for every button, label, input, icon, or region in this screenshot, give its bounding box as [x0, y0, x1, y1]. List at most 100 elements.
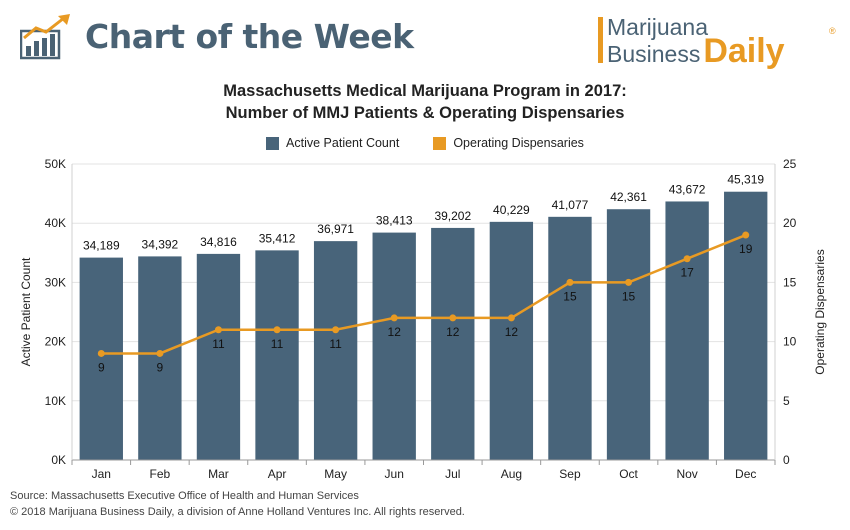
y-right-tick-label: 0 [783, 453, 790, 467]
legend-label-patients: Active Patient Count [286, 136, 400, 150]
axis-layer: 0K 10K 20K 30K 40K 50K 0 5 10 15 20 25 Jan Feb Mar Apr M… [45, 157, 797, 481]
line-point [156, 349, 164, 357]
brand-name-line2: BusinessDaily [607, 34, 785, 68]
x-tick-label: Sep [559, 467, 581, 481]
bar-value-label: 34,816 [200, 235, 237, 249]
brand-accent-bar [598, 17, 603, 63]
copyright-note: © 2018 Marijuana Business Daily, a divis… [10, 506, 465, 518]
x-tick-label: Jul [445, 467, 460, 481]
x-tick-label: Feb [150, 467, 171, 481]
x-tick-label: Oct [619, 467, 638, 481]
bar [431, 227, 475, 460]
line-value-label: 17 [680, 266, 694, 280]
brand-logo: Marijuana BusinessDaily ® [598, 14, 838, 68]
line-point [507, 314, 515, 322]
bar [79, 257, 123, 460]
legend-swatch-bar [266, 136, 280, 150]
chart-subtitle: Number of MMJ Patients & Operating Dispe… [225, 104, 625, 122]
bar [255, 250, 299, 460]
bar-value-label: 34,189 [83, 239, 120, 253]
y-right-tick-label: 5 [783, 394, 790, 408]
dispensaries-line [101, 233, 747, 355]
legend-label-dispensaries: Operating Dispensaries [453, 136, 584, 150]
chart-legend: Active Patient Count Operating Dispensar… [0, 136, 850, 150]
y-right-tick-label: 20 [783, 216, 797, 230]
bar [606, 209, 651, 460]
line-value-label: 9 [157, 360, 164, 374]
registered-mark: ® [829, 26, 836, 36]
header: Chart of the Week Marijuana BusinessDail… [0, 0, 850, 75]
x-tick-label: Apr [268, 467, 287, 481]
bar [665, 201, 709, 460]
line-value-label: 12 [388, 325, 402, 339]
bar [489, 221, 534, 460]
legend-swatch-line [433, 136, 447, 150]
legend-item-dispensaries: Operating Dispensaries [433, 136, 584, 150]
line-point [332, 326, 340, 334]
page-title: Chart of the Week [85, 17, 414, 56]
y-left-tick-label: 30K [45, 275, 66, 289]
chart-title: Massachusetts Medical Marijuana Program … [223, 82, 627, 100]
x-tick-label: May [324, 467, 347, 481]
bar-value-label: 41,077 [552, 198, 589, 212]
line-value-label: 19 [739, 242, 753, 256]
x-tick-label: Aug [501, 467, 522, 481]
y-left-tick-label: 50K [45, 157, 66, 171]
line-point [97, 349, 105, 357]
y-left-tick-label: 40K [45, 216, 66, 230]
bar [372, 232, 416, 460]
line-point [683, 255, 691, 263]
line-point [390, 314, 398, 322]
line-point [625, 278, 633, 286]
chart-title-block: Massachusetts Medical Marijuana Program … [0, 80, 850, 124]
x-tick-label: Dec [735, 467, 756, 481]
line-value-label: 11 [329, 337, 342, 351]
line-value-label: 9 [98, 360, 105, 374]
x-tick-label: Nov [676, 467, 697, 481]
line-value-label: 15 [563, 289, 577, 303]
y-left-tick-label: 20K [45, 335, 66, 349]
legend-item-patients: Active Patient Count [266, 136, 399, 150]
brand-name-line1: Marijuana [607, 14, 708, 40]
bar-layer: 34,189 34,392 34,816 35,412 36,971 38,413 39,2… [79, 173, 768, 460]
x-tick-label: Mar [208, 467, 229, 481]
line-value-label: 12 [446, 325, 460, 339]
bar-value-label: 42,361 [610, 190, 647, 204]
brand-business: Business [607, 41, 701, 67]
bar-chart-trend-icon [20, 14, 70, 60]
bar [196, 253, 241, 460]
bar [313, 241, 358, 460]
line-layer: 9 9 11 11 11 12 12 12 15 15 17 19 [97, 231, 753, 374]
y-right-tick-label: 25 [783, 157, 797, 171]
bar-value-label: 40,229 [493, 203, 530, 217]
brand-daily: Daily [703, 32, 785, 70]
footer: Source: Massachusetts Executive Office o… [10, 488, 465, 520]
source-note: Source: Massachusetts Executive Office o… [10, 490, 359, 502]
y-left-tick-label: 10K [45, 394, 66, 408]
line-point [214, 326, 222, 334]
bar-value-label: 34,392 [142, 237, 179, 251]
bar-value-label: 35,412 [259, 231, 296, 245]
bar [138, 256, 182, 460]
x-tick-label: Jan [92, 467, 111, 481]
y-axis-left-label: Active Patient Count [19, 257, 33, 366]
line-value-label: 15 [622, 289, 636, 303]
line-value-label: 11 [212, 337, 225, 351]
bar-value-label: 45,319 [727, 173, 764, 187]
line-value-label: 11 [271, 337, 284, 351]
line-point [273, 326, 281, 334]
y-right-tick-label: 15 [783, 275, 797, 289]
line-point [566, 278, 574, 286]
bar-value-label: 38,413 [376, 214, 413, 228]
bar [548, 216, 592, 460]
line-point [449, 314, 457, 322]
y-left-tick-label: 0K [51, 453, 66, 467]
bar-value-label: 43,672 [669, 182, 706, 196]
y-axis-right-label: Operating Dispensaries [813, 249, 827, 374]
line-point [742, 231, 750, 239]
y-right-tick-label: 10 [783, 335, 797, 349]
bar-value-label: 39,202 [434, 209, 471, 223]
line-value-label: 12 [505, 325, 519, 339]
x-tick-label: Jun [385, 467, 404, 481]
